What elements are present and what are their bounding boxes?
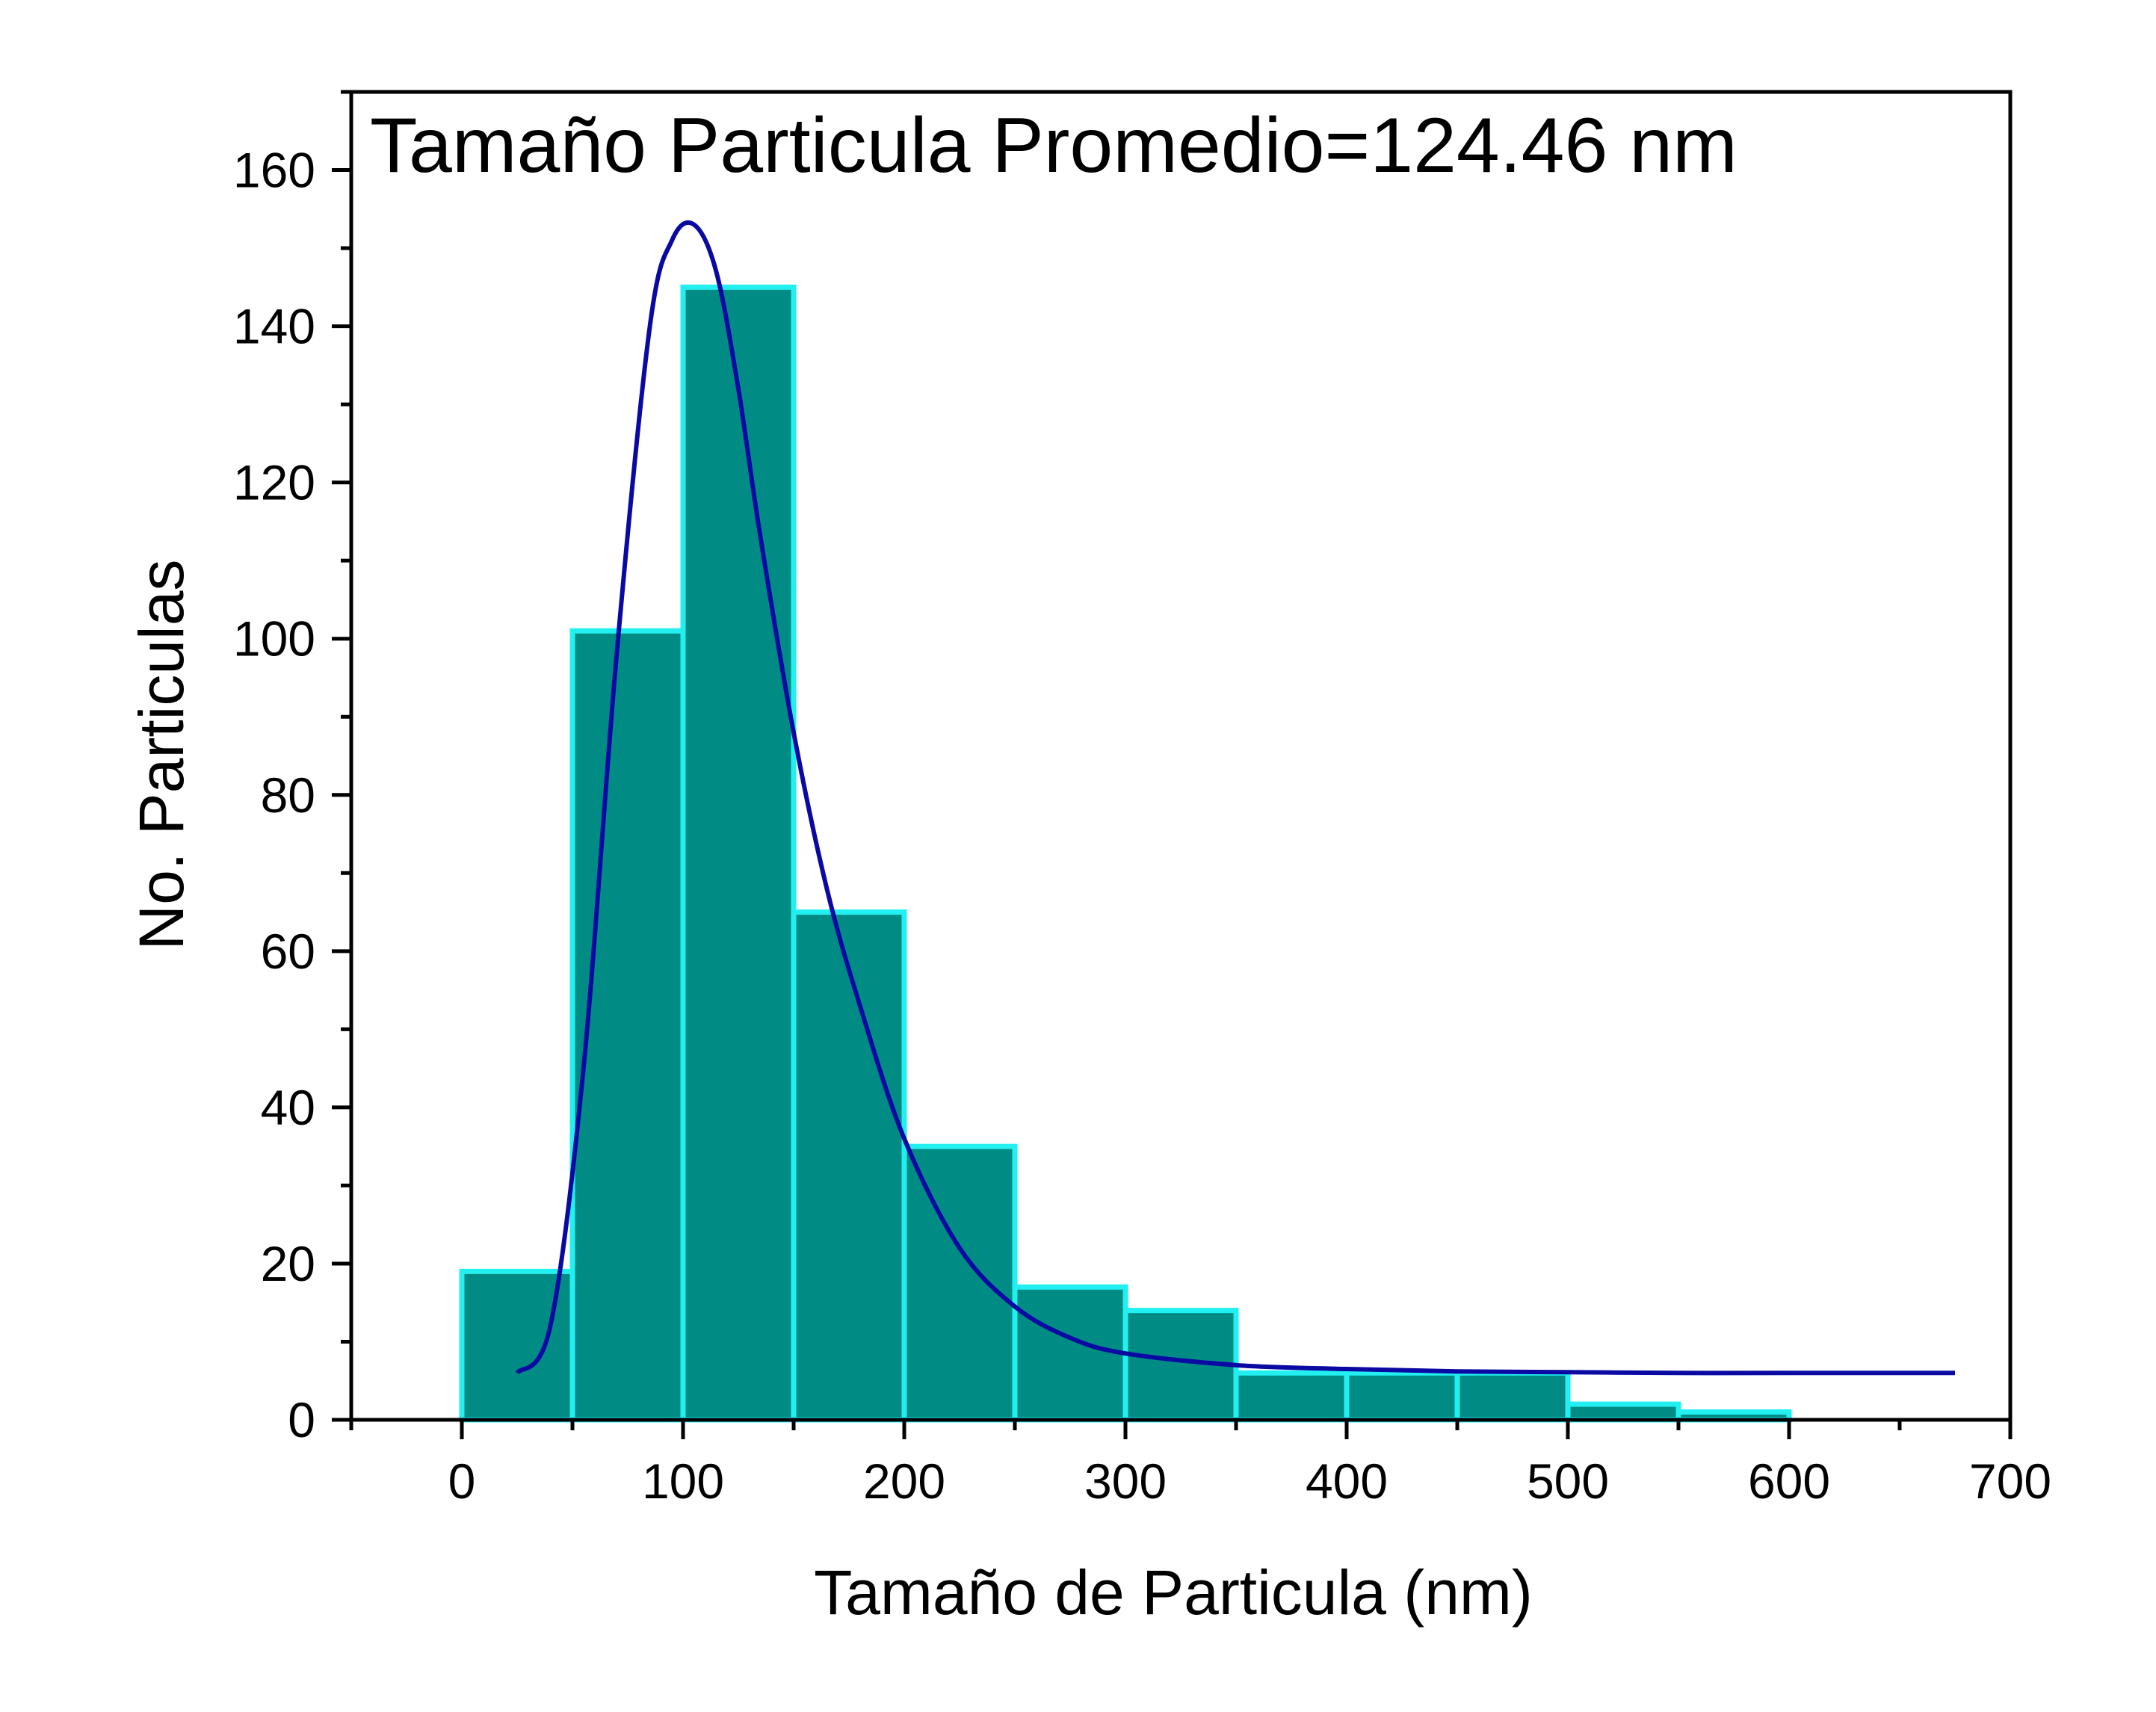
x-tick-label: 500 <box>1527 1453 1609 1509</box>
histogram-bar-50-100 <box>569 628 686 1423</box>
x-tick-label: 700 <box>1969 1453 2051 1509</box>
y-axis-label: No. Particulas <box>126 560 197 951</box>
y-tick-label: 0 <box>288 1392 315 1447</box>
x-axis-ticks: 0 100 200 300 400 500 600 700 <box>349 1420 2051 1509</box>
y-tick-label: 120 <box>233 455 315 510</box>
histogram-bar-350-400 <box>1233 1370 1350 1423</box>
x-tick-label: 100 <box>642 1453 724 1509</box>
y-tick-label: 100 <box>233 611 315 667</box>
x-tick-label: 0 <box>448 1453 476 1509</box>
y-tick-label: 160 <box>233 143 315 198</box>
x-tick-label: 300 <box>1084 1453 1167 1509</box>
x-axis-label: Tamaño de Particula (nm) <box>814 1557 1533 1628</box>
x-tick-label: 600 <box>1748 1453 1830 1509</box>
y-axis-ticks: 0 20 40 60 80 100 120 140 160 <box>233 90 351 1447</box>
fit-curve-line <box>515 220 1955 1376</box>
x-tick-label: 200 <box>863 1453 945 1509</box>
y-tick-label: 80 <box>261 767 315 823</box>
histogram-bar-250-300 <box>1012 1284 1128 1423</box>
y-tick-label: 60 <box>261 924 315 979</box>
histogram-bar-450-500 <box>1454 1370 1571 1423</box>
mean-size-annotation: Tamaño Particula Promedio=124.46 nm <box>370 102 1738 189</box>
x-tick-label: 400 <box>1306 1453 1388 1509</box>
histogram-bar-100-150 <box>680 284 797 1423</box>
histogram-bars <box>459 284 1792 1423</box>
histogram-bar-500-550 <box>1565 1401 1681 1423</box>
histogram-bar-200-250 <box>901 1143 1018 1423</box>
histogram-bar-400-450 <box>1344 1370 1460 1423</box>
y-tick-label: 20 <box>261 1236 315 1291</box>
plot-frame <box>349 90 2013 1422</box>
y-tick-label: 140 <box>233 299 315 354</box>
histogram-bar-150-200 <box>791 909 907 1423</box>
y-tick-label: 40 <box>261 1080 315 1135</box>
